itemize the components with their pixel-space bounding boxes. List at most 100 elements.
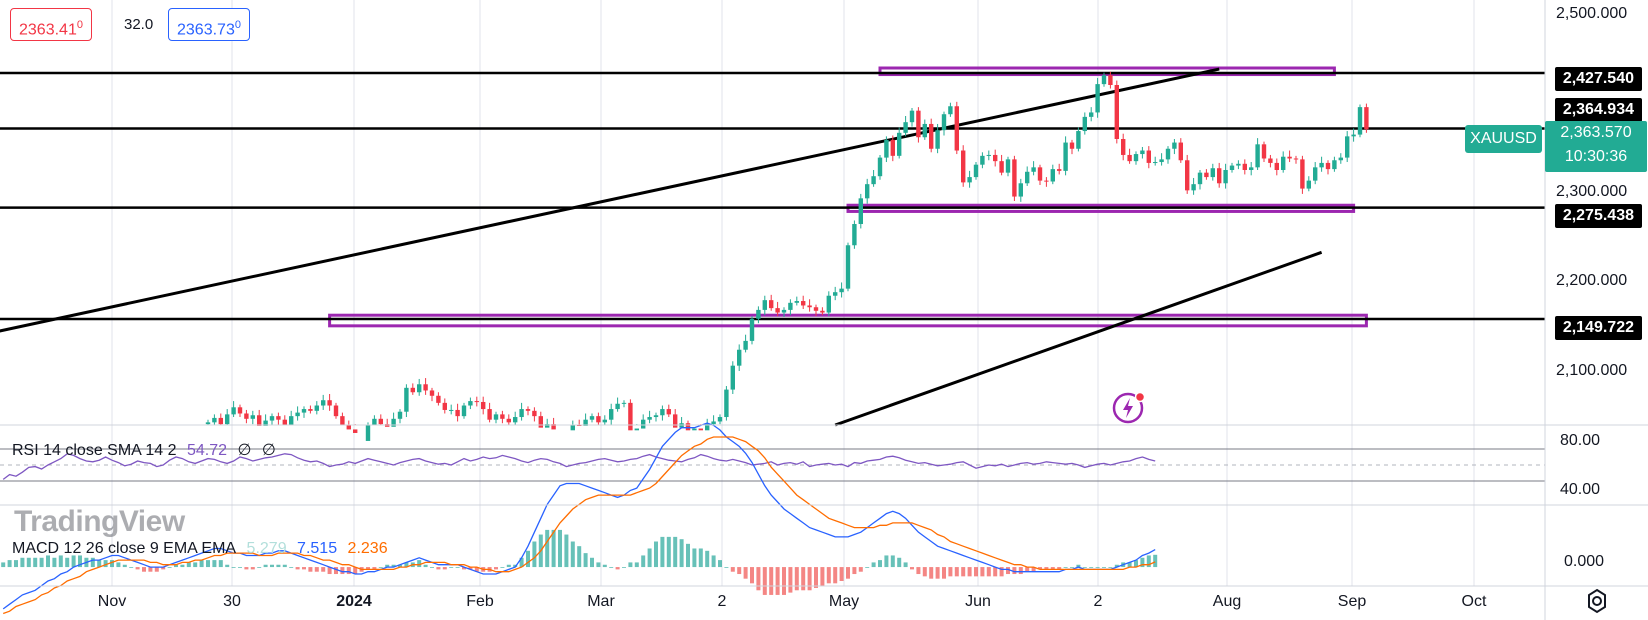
macd-histogram-bar xyxy=(1031,567,1036,572)
candle-body xyxy=(1293,158,1299,160)
macd-histogram-bar xyxy=(743,567,748,579)
macd-histogram-bar xyxy=(199,560,204,568)
macd-histogram-bar xyxy=(916,567,921,575)
rsi-legend[interactable]: RSI 14 close SMA 14 2 54.72 ∅ ∅ xyxy=(12,440,282,460)
candle-body xyxy=(513,417,518,423)
macd-histogram-bar xyxy=(378,567,383,568)
rsi-legend-value: 54.72 xyxy=(186,442,228,459)
candle-body xyxy=(391,418,396,427)
candle-body xyxy=(647,417,652,420)
macd-histogram-bar xyxy=(686,543,690,568)
macd-histogram-bar xyxy=(954,567,959,577)
candle-body xyxy=(1287,156,1292,159)
candle-body xyxy=(820,310,825,313)
candle-body xyxy=(538,416,543,428)
time-label: 2 xyxy=(717,593,727,610)
candle-body xyxy=(346,425,351,430)
candle-body xyxy=(596,416,601,423)
candle-body xyxy=(506,418,511,423)
candle-body xyxy=(237,407,243,414)
macd-histogram-bar xyxy=(90,557,95,568)
candle-body xyxy=(903,122,908,133)
candle-body xyxy=(1217,168,1222,184)
candle-body xyxy=(1172,142,1177,149)
macd-histogram-bar xyxy=(737,567,742,575)
candle-body xyxy=(1012,159,1017,197)
candle-body xyxy=(973,164,979,178)
candle-body xyxy=(954,106,959,151)
candle-body xyxy=(1236,163,1241,166)
time-label: Aug xyxy=(1212,593,1242,610)
candle-body xyxy=(455,409,460,417)
rsi-legend-na1: ∅ xyxy=(237,442,252,459)
macd-histogram-bar xyxy=(1146,555,1151,568)
macd-histogram-bar xyxy=(250,567,255,570)
macd-histogram-bar xyxy=(462,567,466,570)
candle-body xyxy=(794,301,799,303)
macd-histogram-bar xyxy=(820,567,825,586)
price-scale-label: 2,100.000 xyxy=(1556,362,1628,379)
macd-histogram-bar xyxy=(622,567,626,568)
macd-histogram-bar xyxy=(148,567,153,572)
macd-histogram-bar xyxy=(999,567,1004,577)
candle-body xyxy=(308,409,313,411)
macd-histogram-bar xyxy=(455,567,460,568)
spread-value: 32.0 xyxy=(124,16,154,33)
candle-body xyxy=(205,422,211,425)
candle-body xyxy=(839,288,844,293)
macd-histogram-bar xyxy=(724,567,729,568)
macd-histogram-bar xyxy=(718,560,722,568)
candle-body xyxy=(1005,159,1011,173)
candle-body xyxy=(884,139,889,158)
macd-histogram-bar xyxy=(97,560,102,568)
settings-gear-icon[interactable] xyxy=(1583,587,1611,615)
macd-histogram-bar xyxy=(788,567,793,593)
macd-histogram-bar xyxy=(257,567,262,568)
macd-legend[interactable]: MACD 12 26 close 9 EMA EMA 5.279 7.515 2… xyxy=(12,540,394,558)
candle-body xyxy=(250,415,255,419)
macd-histogram-bar xyxy=(1018,567,1023,575)
macd-histogram-bar xyxy=(238,567,242,568)
zone-rect xyxy=(328,313,1368,328)
time-label: May xyxy=(828,593,860,610)
candle-body xyxy=(967,177,972,183)
macd-histogram-bar xyxy=(1063,567,1068,568)
macd-histogram-bar xyxy=(314,567,319,572)
macd-histogram-bar xyxy=(929,567,934,579)
price-tag-1: 2,427.540 xyxy=(1554,67,1642,91)
macd-histogram-bar xyxy=(807,567,812,591)
countdown: 10:30:36 xyxy=(1564,148,1628,165)
macd-histogram-bar xyxy=(1127,562,1132,568)
macd-histogram-bar xyxy=(14,560,18,568)
candle-body xyxy=(724,389,729,418)
candle-body xyxy=(666,409,671,415)
candle-body xyxy=(961,150,966,183)
macd-histogram-bar xyxy=(935,567,940,579)
candle-body xyxy=(583,419,588,426)
macd-histogram-bar xyxy=(986,567,991,577)
candle-body xyxy=(333,405,339,417)
macd-histogram-bar xyxy=(404,562,409,568)
candle-body xyxy=(378,418,383,425)
candle-body xyxy=(807,305,812,308)
candle-body xyxy=(609,409,614,420)
macd-histogram-bar xyxy=(884,555,889,568)
levels xyxy=(0,71,1545,321)
ask-price-button[interactable]: 2363.730 xyxy=(168,8,250,41)
macd-histogram-bar xyxy=(161,567,166,570)
flash-icon[interactable] xyxy=(1110,388,1150,428)
macd-histogram-bar xyxy=(1095,567,1100,568)
candle-body xyxy=(1229,165,1235,170)
macd-histogram-bar xyxy=(78,555,82,568)
bid-price-button[interactable]: 2363.410 xyxy=(10,8,92,41)
macd-histogram-bar xyxy=(526,550,530,568)
macd-scale-label: 0.000 xyxy=(1564,553,1605,570)
candle-body xyxy=(1191,184,1196,191)
last-price-tag: 2,363.570 10:30:36 xyxy=(1545,121,1647,172)
macd-histogram-bar xyxy=(506,564,511,568)
macd-histogram-bar xyxy=(340,567,345,575)
macd-histogram-bar xyxy=(865,567,870,568)
macd-histogram-bar xyxy=(570,541,575,568)
